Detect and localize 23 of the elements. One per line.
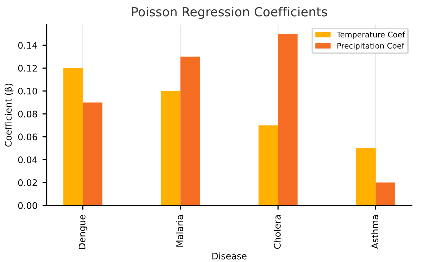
x-tick-label: Cholera: [274, 216, 281, 250]
bar: [64, 68, 84, 206]
y-tick-label: 0.14: [18, 42, 38, 50]
bar: [356, 148, 376, 206]
x-tick-label: Dengue: [78, 215, 88, 250]
y-tick-label: 0.08: [18, 110, 38, 118]
y-axis-title: Coefficient (β): [4, 84, 14, 147]
bar: [180, 56, 200, 206]
chart-title: Poisson Regression Coefficients: [132, 7, 328, 20]
y-tick-label: 0.12: [18, 65, 38, 72]
y-tick-label: 0.06: [18, 134, 38, 141]
x-axis-title: Disease: [212, 252, 247, 260]
y-tick-label: 0.10: [18, 88, 38, 95]
bar: [258, 126, 278, 206]
y-tick-label: 0.00: [18, 202, 38, 210]
bar: [376, 182, 396, 206]
x-tick-label: Asthma: [372, 216, 379, 250]
bar: [83, 102, 103, 206]
y-tick-label: 0.02: [18, 180, 38, 186]
bar: [161, 91, 181, 206]
bar: [278, 34, 298, 206]
y-tick-label: 0.04: [18, 156, 38, 164]
x-tick-label: Malaria: [176, 216, 184, 247]
